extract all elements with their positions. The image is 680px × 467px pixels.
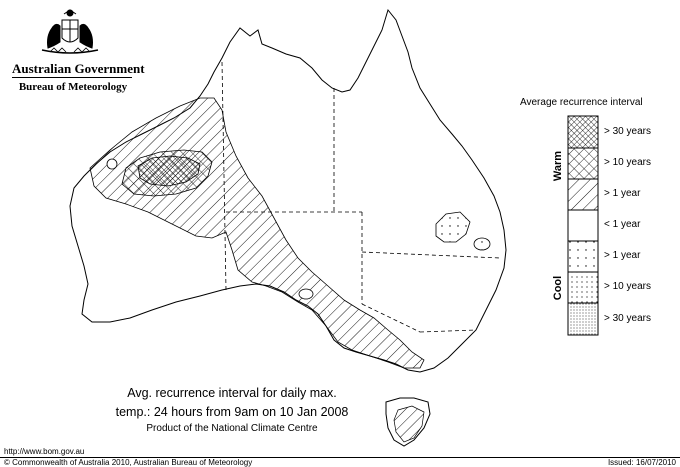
footer-url: http://www.bom.gov.au [4, 447, 85, 456]
crest-icon [41, 9, 99, 54]
mainland-outline [69, 8, 507, 373]
footer-issued: Issued: 16/07/2010 [607, 458, 676, 467]
legend-warm-label: Warm [552, 150, 565, 182]
legend-box-cool-10 [567, 271, 599, 304]
tasmania-warm-region [393, 405, 425, 443]
legend-label-cool-1: > 1 year [604, 250, 641, 261]
warm-pocket-circle [106, 158, 118, 170]
government-title: Australian Government [12, 61, 145, 76]
warm-pocket-ellipse [298, 288, 314, 300]
cool-1yr-region-small [473, 237, 491, 251]
caption-line-1: Avg. recurrence interval for daily max. [127, 386, 337, 400]
header-divider [12, 77, 132, 78]
footer-divider [0, 457, 680, 458]
legend-box-warm-30 [567, 115, 599, 149]
legend-label-cool-10: > 10 years [604, 281, 651, 292]
cool-1yr-region-qld [435, 211, 471, 243]
legend-label-cool-30: > 30 years [604, 313, 651, 324]
footer-copyright: © Commonwealth of Australia 2010, Austra… [4, 458, 253, 467]
legend-box-warm-10 [567, 147, 599, 180]
warm-30yr-region [137, 155, 201, 187]
legend-label-neutral: < 1 year [604, 219, 641, 230]
legend-box-cool-1 [567, 240, 599, 273]
legend-cool-label: Cool [552, 275, 565, 301]
legend-boxes [567, 115, 599, 336]
bureau-title: Bureau of Meteorology [18, 81, 128, 93]
caption-line-2: temp.: 24 hours from 9am on 10 Jan 2008 [115, 405, 349, 419]
legend-title: Average recurrence interval [520, 97, 643, 108]
caption-line-3: Product of the National Climate Centre [146, 423, 318, 434]
legend-box-warm-1 [567, 178, 599, 211]
legend-label-warm-30: > 30 years [604, 126, 651, 137]
state-borders [221, 61, 501, 333]
legend-box-neutral [567, 209, 599, 242]
legend-label-warm-10: > 10 years [604, 157, 651, 168]
legend-label-warm-1: > 1 year [604, 188, 641, 199]
legend-box-cool-30 [567, 302, 599, 336]
